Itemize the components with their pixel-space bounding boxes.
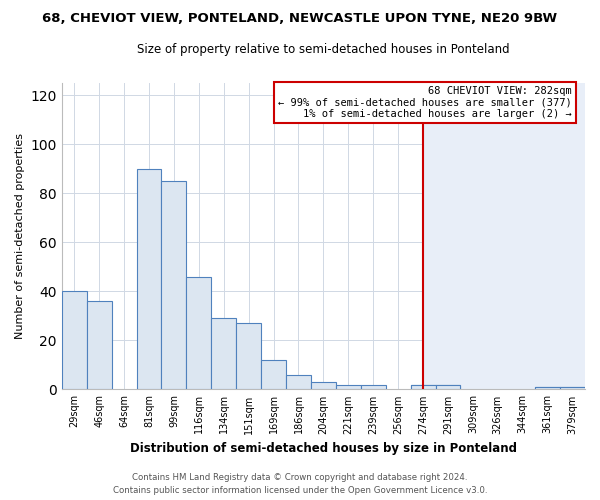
Text: 68 CHEVIOT VIEW: 282sqm
← 99% of semi-detached houses are smaller (377)
1% of se: 68 CHEVIOT VIEW: 282sqm ← 99% of semi-de…	[278, 86, 572, 120]
Bar	[161, 181, 187, 390]
Bar	[535, 387, 560, 390]
Bar	[286, 374, 311, 390]
Bar	[560, 387, 585, 390]
Text: Contains HM Land Registry data © Crown copyright and database right 2024.
Contai: Contains HM Land Registry data © Crown c…	[113, 473, 487, 495]
Title: Size of property relative to semi-detached houses in Ponteland: Size of property relative to semi-detach…	[137, 42, 510, 56]
Bar	[410, 384, 436, 390]
Bar	[336, 384, 361, 390]
Bar	[423, 83, 585, 390]
Bar	[62, 292, 87, 390]
Bar	[311, 382, 336, 390]
Y-axis label: Number of semi-detached properties: Number of semi-detached properties	[15, 133, 25, 339]
Bar	[436, 384, 460, 390]
Bar	[261, 360, 286, 390]
Bar	[137, 169, 161, 390]
X-axis label: Distribution of semi-detached houses by size in Ponteland: Distribution of semi-detached houses by …	[130, 442, 517, 455]
Bar	[436, 384, 460, 390]
Bar	[361, 384, 386, 390]
Bar	[236, 324, 261, 390]
Bar	[187, 276, 211, 390]
Bar	[535, 387, 560, 390]
Bar	[410, 384, 436, 390]
Bar	[560, 387, 585, 390]
Text: 68, CHEVIOT VIEW, PONTELAND, NEWCASTLE UPON TYNE, NE20 9BW: 68, CHEVIOT VIEW, PONTELAND, NEWCASTLE U…	[43, 12, 557, 26]
Bar	[87, 301, 112, 390]
Bar	[211, 318, 236, 390]
